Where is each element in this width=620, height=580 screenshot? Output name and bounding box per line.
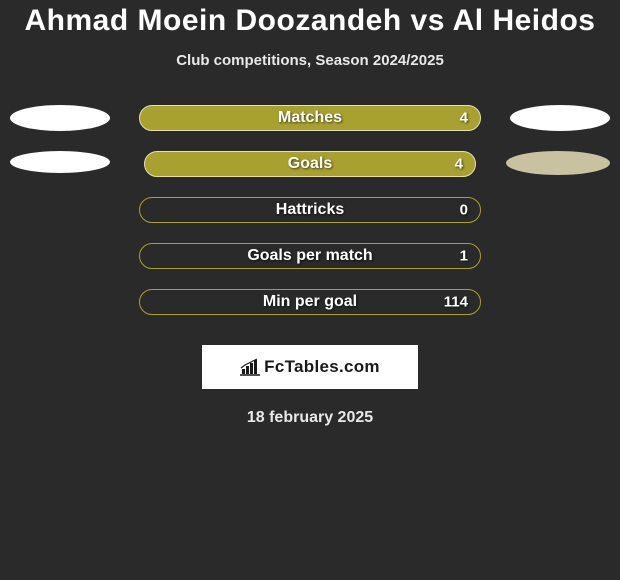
stat-row: Matches 4 — [0, 105, 620, 151]
logo-text: FcTables.com — [264, 357, 380, 377]
stat-label: Hattricks — [276, 201, 344, 219]
stat-row: Hattricks 0 — [0, 197, 620, 243]
stat-value: 1 — [460, 248, 468, 265]
stat-value: 4 — [455, 156, 463, 173]
stat-row: Min per goal 114 — [0, 289, 620, 335]
stat-bar: Goals per match 1 — [139, 243, 481, 269]
stat-row: Goals 4 — [0, 151, 620, 197]
stat-value: 114 — [444, 294, 468, 311]
stat-label: Goals per match — [247, 247, 372, 265]
logo-box: FcTables.com — [202, 345, 418, 389]
subtitle: Club competitions, Season 2024/2025 — [176, 52, 444, 69]
stat-row: Goals per match 1 — [0, 243, 620, 289]
page-title: Ahmad Moein Doozandeh vs Al Heidos — [25, 4, 596, 38]
stat-bar: Min per goal 114 — [139, 289, 481, 315]
stat-label: Matches — [278, 109, 342, 127]
date-text: 18 february 2025 — [247, 409, 373, 427]
stat-bar: Matches 4 — [139, 105, 481, 131]
bar-chart-icon — [240, 358, 260, 376]
stat-label: Goals — [288, 155, 332, 173]
blob-right — [510, 105, 610, 131]
stat-value: 0 — [460, 202, 468, 219]
stat-bar: Goals 4 — [144, 151, 476, 177]
blob-left — [10, 105, 110, 131]
stat-bar: Hattricks 0 — [139, 197, 481, 223]
stat-chart: Matches 4 Goals 4 Hattricks 0 Goals per match 1… — [0, 105, 620, 335]
blob-right — [506, 151, 610, 175]
blob-left — [10, 151, 110, 173]
stat-label: Min per goal — [263, 293, 357, 311]
stat-value: 4 — [460, 110, 468, 127]
